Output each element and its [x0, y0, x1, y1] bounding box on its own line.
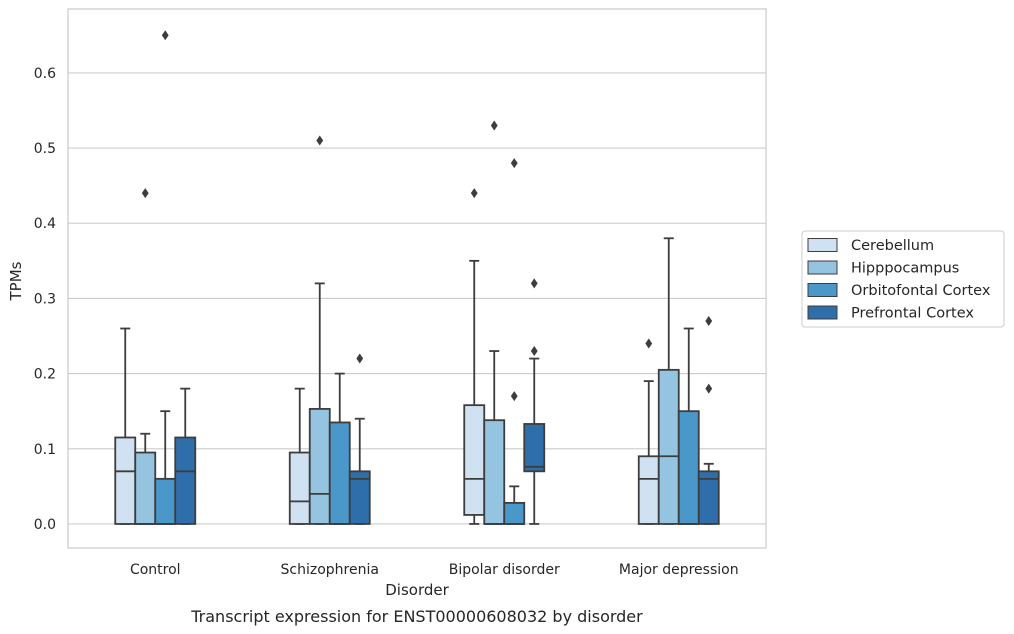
box-iqr — [134, 451, 157, 525]
box-iqr — [503, 501, 526, 525]
box-1-2 — [328, 372, 351, 525]
legend-label: Prefrontal Cortex — [851, 306, 974, 322]
legend-swatch — [807, 238, 838, 252]
box-0-2 — [154, 30, 177, 525]
x-axis-ticks: Control Schizophrenia Bipolar disorder Majo… — [130, 562, 739, 578]
y-axis-label: TPMs — [7, 261, 25, 301]
legend-swatch — [807, 283, 838, 297]
y-tick-label: 0.0 — [34, 517, 56, 533]
outlier-marker — [530, 346, 538, 357]
outlier-marker — [490, 120, 498, 131]
box-iqr — [328, 421, 351, 525]
outlier-marker — [510, 391, 518, 402]
plot-area — [114, 30, 720, 525]
legend-label: Cerebellum — [851, 238, 934, 254]
box-3-0 — [637, 338, 660, 525]
box-iqr — [483, 419, 506, 525]
box-1-3 — [348, 353, 371, 525]
outlier-marker — [645, 338, 653, 349]
box-3-2 — [677, 327, 700, 525]
x-tick-label: Bipolar disorder — [449, 562, 560, 578]
x-tick-label: Schizophrenia — [281, 562, 379, 578]
box-2-2 — [503, 158, 526, 525]
box-2-0 — [463, 188, 486, 525]
legend-frame — [801, 230, 1005, 328]
plot-frame — [67, 8, 767, 549]
x-axis-label: Disorder — [385, 581, 449, 599]
y-tick-label: 0.2 — [34, 367, 56, 383]
box-iqr — [697, 470, 720, 525]
box-iqr — [174, 436, 197, 525]
outlier-marker — [141, 188, 149, 199]
outlier-marker — [510, 158, 518, 169]
outlier-marker — [161, 30, 169, 41]
legend-label: Orbitofontal Cortex — [851, 283, 991, 299]
legend-swatch — [807, 305, 838, 320]
box-iqr — [677, 410, 700, 525]
outlier-marker — [705, 383, 713, 394]
box-1-0 — [288, 387, 311, 525]
y-tick-label: 0.4 — [34, 216, 56, 232]
box-2-3 — [523, 278, 546, 525]
box-iqr — [308, 408, 331, 525]
x-tick-label: Control — [130, 562, 181, 578]
x-tick-label: Major depression — [619, 562, 739, 578]
box-iqr — [348, 470, 371, 525]
box-iqr — [288, 451, 311, 525]
box-iqr — [637, 455, 660, 525]
y-tick-label: 0.3 — [34, 291, 56, 307]
box-3-3 — [697, 315, 720, 525]
box-2-1 — [483, 120, 506, 525]
box-iqr — [463, 404, 486, 516]
outlier-marker — [356, 353, 364, 364]
outlier-marker — [316, 135, 324, 146]
figure-caption: Transcript expression for ENST0000060803… — [190, 607, 643, 626]
box-0-1 — [134, 188, 157, 525]
box-0-3 — [174, 387, 197, 525]
y-tick-label: 0.1 — [34, 442, 56, 458]
outlier-marker — [530, 278, 538, 289]
box-0-0 — [114, 327, 137, 525]
outlier-marker — [470, 188, 478, 199]
y-tick-label: 0.6 — [34, 66, 56, 82]
box-3-1 — [657, 237, 680, 525]
outlier-marker — [705, 315, 713, 326]
legend: Cerebellum Hipppocampus Orbitofontal Corte… — [801, 230, 1005, 328]
box-iqr — [114, 436, 137, 525]
legend-swatch — [807, 260, 838, 275]
y-tick-label: 0.5 — [34, 141, 56, 157]
box-1-1 — [308, 135, 331, 525]
y-axis-ticks: 0.0 0.1 0.2 0.3 0.4 0.5 0.6 — [34, 66, 56, 533]
box-iqr — [523, 423, 546, 473]
legend-label: Hipppocampus — [851, 261, 959, 277]
box-iqr — [154, 477, 177, 525]
box-iqr — [657, 368, 680, 525]
